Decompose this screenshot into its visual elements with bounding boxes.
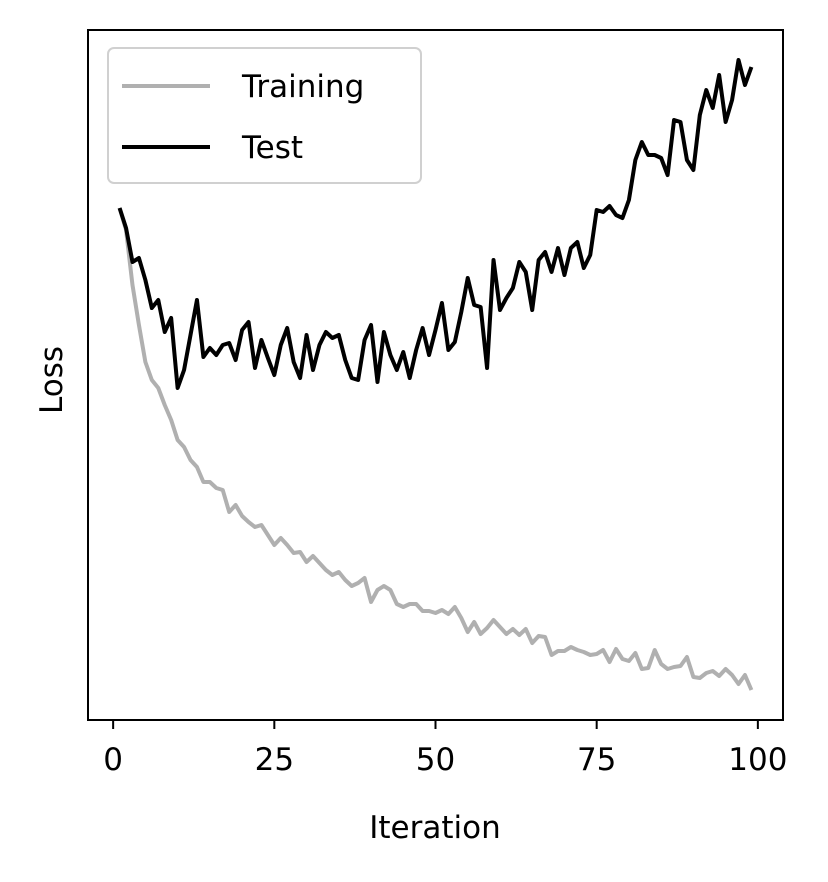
y-axis-label: Loss — [34, 346, 70, 414]
legend-label: Training — [241, 69, 364, 105]
series-line — [117, 207, 754, 691]
plot-frame — [87, 29, 784, 721]
x-tick-label: 50 — [416, 742, 455, 778]
x-tick-label: 0 — [103, 742, 123, 778]
series-line — [117, 58, 754, 390]
x-tick-label: 100 — [728, 742, 787, 778]
x-tick-label: 25 — [255, 742, 294, 778]
x-axis-label: Iteration — [369, 810, 501, 846]
legend-box — [107, 47, 422, 184]
legend-label: Test — [241, 130, 303, 166]
x-tick-label: 75 — [577, 742, 616, 778]
